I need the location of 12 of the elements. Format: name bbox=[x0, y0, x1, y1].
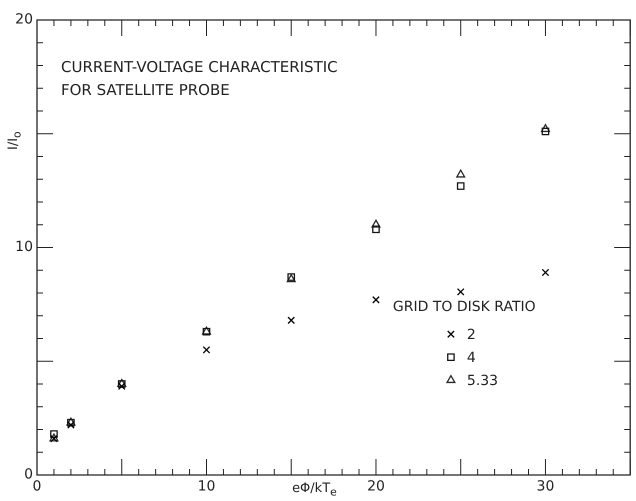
y-tick-label: 20 bbox=[15, 12, 33, 28]
legend-label: 5.33 bbox=[466, 373, 498, 390]
x-tick-label: 20 bbox=[367, 478, 385, 495]
y-tick-label: 0 bbox=[24, 466, 33, 483]
legend-label: 2 bbox=[466, 327, 476, 344]
legend-label: 4 bbox=[466, 350, 476, 366]
y-tick-label: 10 bbox=[15, 239, 33, 256]
x-tick-label: 10 bbox=[198, 478, 216, 495]
legend-title: GRID TO DISK RATIO bbox=[392, 299, 536, 316]
text: CURRENT-VOLTAGE CHARACTERISTIC FOR SATELLITE PROBE bbox=[61, 58, 338, 99]
x-axis-title: eΦ/kT$_{e}$ bbox=[292, 481, 337, 499]
x-tick-label: 30 bbox=[536, 478, 554, 495]
